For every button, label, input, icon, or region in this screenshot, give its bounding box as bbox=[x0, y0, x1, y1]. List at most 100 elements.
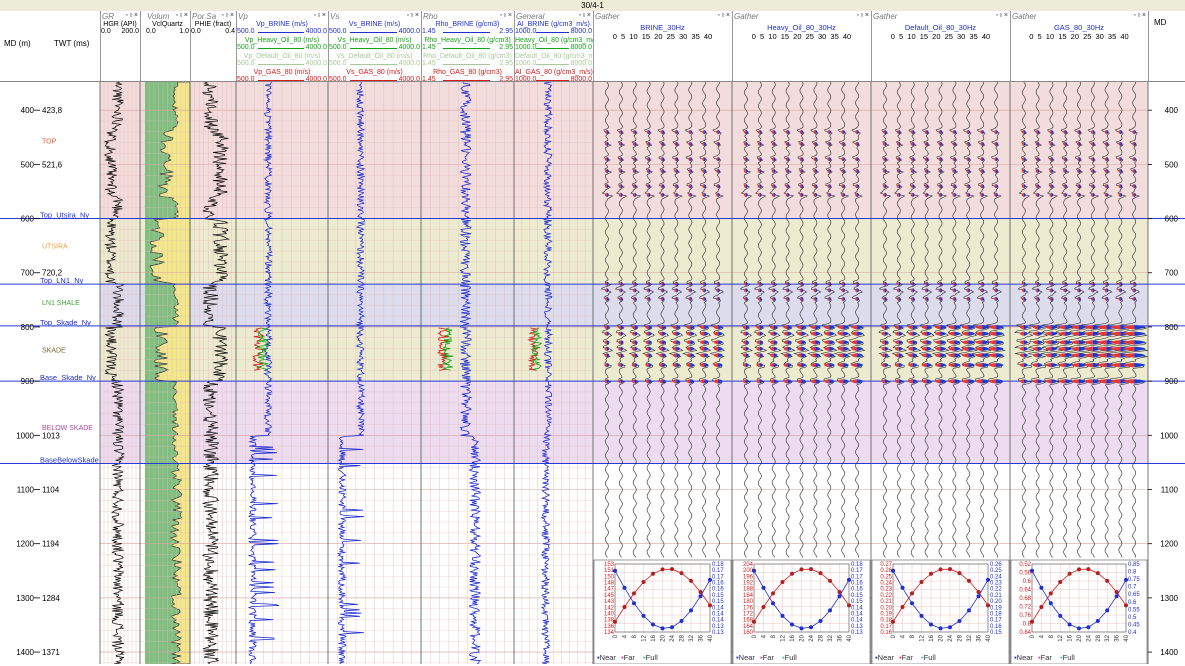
log-plot[interactable]: TOP Top_Utsira_Ny UTSIRA Top_LN1_Ny LN1 SHAL… bbox=[0, 81, 1185, 665]
trace-fill-positive bbox=[1023, 141, 1026, 147]
track-close-icon[interactable]: ◦ ı × bbox=[175, 12, 188, 19]
ava-left-tick: 176 bbox=[743, 605, 754, 611]
trace-fill-negative bbox=[1071, 340, 1079, 345]
trace-fill-negative bbox=[699, 379, 705, 384]
trace-fill-negative bbox=[632, 168, 635, 174]
track-header-volum[interactable]: Volum ◦ ı × VclQuartz 0.0 1.0 bbox=[145, 11, 191, 81]
trace-fill-negative bbox=[896, 288, 899, 293]
trace-fill-positive bbox=[690, 129, 693, 135]
gather-close-icon[interactable]: ◦ ı × bbox=[995, 12, 1008, 19]
track-close-icon[interactable]: ◦ ı × bbox=[221, 12, 234, 19]
trace-fill-positive bbox=[968, 281, 971, 287]
trace-fill-positive bbox=[857, 192, 860, 198]
gather-close-icon[interactable]: ◦ ı × bbox=[1133, 12, 1146, 19]
gather-title: BRINE_30Hz bbox=[640, 23, 685, 32]
trace-fill-positive bbox=[829, 340, 835, 345]
trace-fill-negative bbox=[702, 168, 705, 174]
trace-fill-positive bbox=[745, 340, 749, 345]
trace-fill-negative bbox=[797, 379, 802, 384]
trace-fill-positive bbox=[662, 331, 666, 336]
track-close-icon[interactable]: ◦ ı × bbox=[125, 12, 138, 19]
trace-fill-positive bbox=[857, 156, 860, 162]
gather-title: GAS_80_30Hz bbox=[1053, 23, 1105, 32]
trace-fill-negative bbox=[618, 288, 621, 293]
ava-right-tick: 0.15 bbox=[712, 593, 724, 599]
track-close-icon[interactable]: ◦ ı × bbox=[578, 12, 591, 19]
trace-fill-positive bbox=[857, 141, 860, 147]
track-close-icon[interactable]: ◦ ı × bbox=[499, 12, 512, 19]
trace-fill-negative bbox=[646, 288, 649, 293]
trace-fill-positive bbox=[1134, 288, 1137, 293]
trace-fill-positive bbox=[620, 168, 623, 174]
trace-fill-negative bbox=[994, 296, 997, 302]
track-header-porsa[interactable]: Por.Sa ◦ ı × PHIE (fract) 0.0 0.4 bbox=[190, 11, 237, 81]
trace-fill-negative bbox=[604, 331, 607, 336]
gather-close-icon[interactable]: ◦ ı × bbox=[717, 12, 730, 19]
trace-fill-positive bbox=[940, 340, 946, 345]
trace-fill-negative bbox=[1049, 281, 1052, 287]
ava-left-tick: 150 bbox=[604, 574, 615, 580]
ava-x-tick: 20 bbox=[939, 634, 945, 641]
trace-fill-negative bbox=[882, 184, 885, 189]
trace-fill-negative bbox=[1021, 129, 1024, 135]
trace-fill-negative bbox=[743, 184, 746, 189]
trace-fill-negative bbox=[660, 156, 663, 162]
trace-fill-negative bbox=[799, 129, 802, 135]
trace-fill-negative bbox=[938, 184, 941, 189]
trace-fill-negative bbox=[659, 331, 663, 336]
gather-header-default[interactable]: Gather ◦ ı × Default_Oil_80_30Hz 0 5 10 15 … bbox=[871, 11, 1011, 81]
trace-fill-positive bbox=[926, 340, 932, 345]
trace-fill-positive bbox=[815, 281, 818, 287]
trace-fill-negative bbox=[948, 362, 955, 368]
gather-header-brine[interactable]: Gather ◦ ı × BRINE_30Hz 0 5 10 15 20 25 30 … bbox=[593, 11, 733, 81]
gather-header-gas[interactable]: Gather ◦ ı × GAS_80_30Hz 0 5 10 15 20 25 30… bbox=[1010, 11, 1149, 81]
track-header-vp[interactable]: Vp ◦ ı × Vp_BRINE (m/s) 500.0 4000.0 Vp_Heavy… bbox=[237, 11, 329, 81]
trace-fill-negative bbox=[1090, 168, 1093, 174]
trace-fill-positive bbox=[1079, 168, 1081, 174]
trace-fill-negative bbox=[961, 346, 969, 352]
trace-fill-positive bbox=[954, 288, 957, 293]
trace-fill-negative bbox=[674, 141, 677, 147]
trace-fill-positive bbox=[1065, 353, 1072, 358]
ava-left-tick: 140 bbox=[604, 611, 615, 617]
trace-fill-positive bbox=[996, 346, 1004, 352]
trace-fill-positive bbox=[1120, 141, 1123, 147]
gather-header-heavy[interactable]: Gather ◦ ı × Heavy_Oil_80_30Hz 0 5 10 15 20… bbox=[732, 11, 872, 81]
trace-fill-positive bbox=[759, 346, 764, 352]
ava-left-tick: 0.84 bbox=[1019, 630, 1031, 636]
trace-fill-positive bbox=[634, 184, 637, 189]
track-close-icon[interactable]: ◦ ı × bbox=[313, 12, 326, 19]
trace-fill-negative bbox=[1035, 168, 1038, 174]
track-close-icon[interactable]: ◦ ı × bbox=[406, 12, 419, 19]
track-name-vs: Vs bbox=[330, 12, 340, 21]
trace-fill-negative bbox=[980, 141, 983, 147]
md-tick-label: 600 bbox=[21, 215, 35, 224]
trace-fill-positive bbox=[954, 168, 957, 174]
gather-close-icon[interactable]: ◦ ı × bbox=[856, 12, 869, 19]
ava-left-tick: 0.76 bbox=[1019, 613, 1031, 619]
trace-fill-negative bbox=[757, 184, 760, 189]
trace-fill-positive bbox=[634, 362, 638, 368]
trace-fill-positive bbox=[1037, 353, 1043, 358]
trace-fill-positive bbox=[620, 129, 623, 135]
trace-fill-positive bbox=[1051, 168, 1054, 174]
track-header-general[interactable]: General ◦ ı × AI_BRINE (g/cm3_m/s) 1000.0 80… bbox=[515, 11, 594, 81]
track-header-gr[interactable]: GR ◦ ı × HGR (API) 0.0 200.0 bbox=[100, 11, 141, 81]
trace-fill-positive bbox=[634, 324, 638, 330]
trace-fill-negative bbox=[1021, 141, 1024, 147]
trace-fill-negative bbox=[837, 331, 844, 336]
log-plot-canvas[interactable]: TOP Top_Utsira_Ny UTSIRA Top_LN1_Ny LN1 SHAL… bbox=[0, 81, 1185, 665]
trace-fill-positive bbox=[968, 379, 975, 384]
track-header-vs[interactable]: Vs ◦ ı × Vs_BRINE (m/s) 500.0 4000.0 Vs_Heavy… bbox=[329, 11, 422, 81]
trace-fill-negative bbox=[769, 353, 774, 358]
trace-fill-positive bbox=[634, 281, 637, 287]
trace-fill-positive bbox=[968, 192, 971, 198]
trace-fill-negative bbox=[1110, 379, 1121, 384]
trace-fill-positive bbox=[843, 324, 849, 330]
ava-right-tick: 0.17 bbox=[851, 568, 863, 574]
ava-left-tick: 0.22 bbox=[880, 593, 892, 599]
trace-fill-negative bbox=[783, 346, 788, 352]
track-header-rho[interactable]: Rho ◦ ı × Rho_BRINE (g/cm3) 1.45 2.95 Rho_Hea… bbox=[422, 11, 515, 81]
trace-fill-positive bbox=[759, 324, 764, 330]
ava-right-tick: 0.14 bbox=[712, 605, 724, 611]
